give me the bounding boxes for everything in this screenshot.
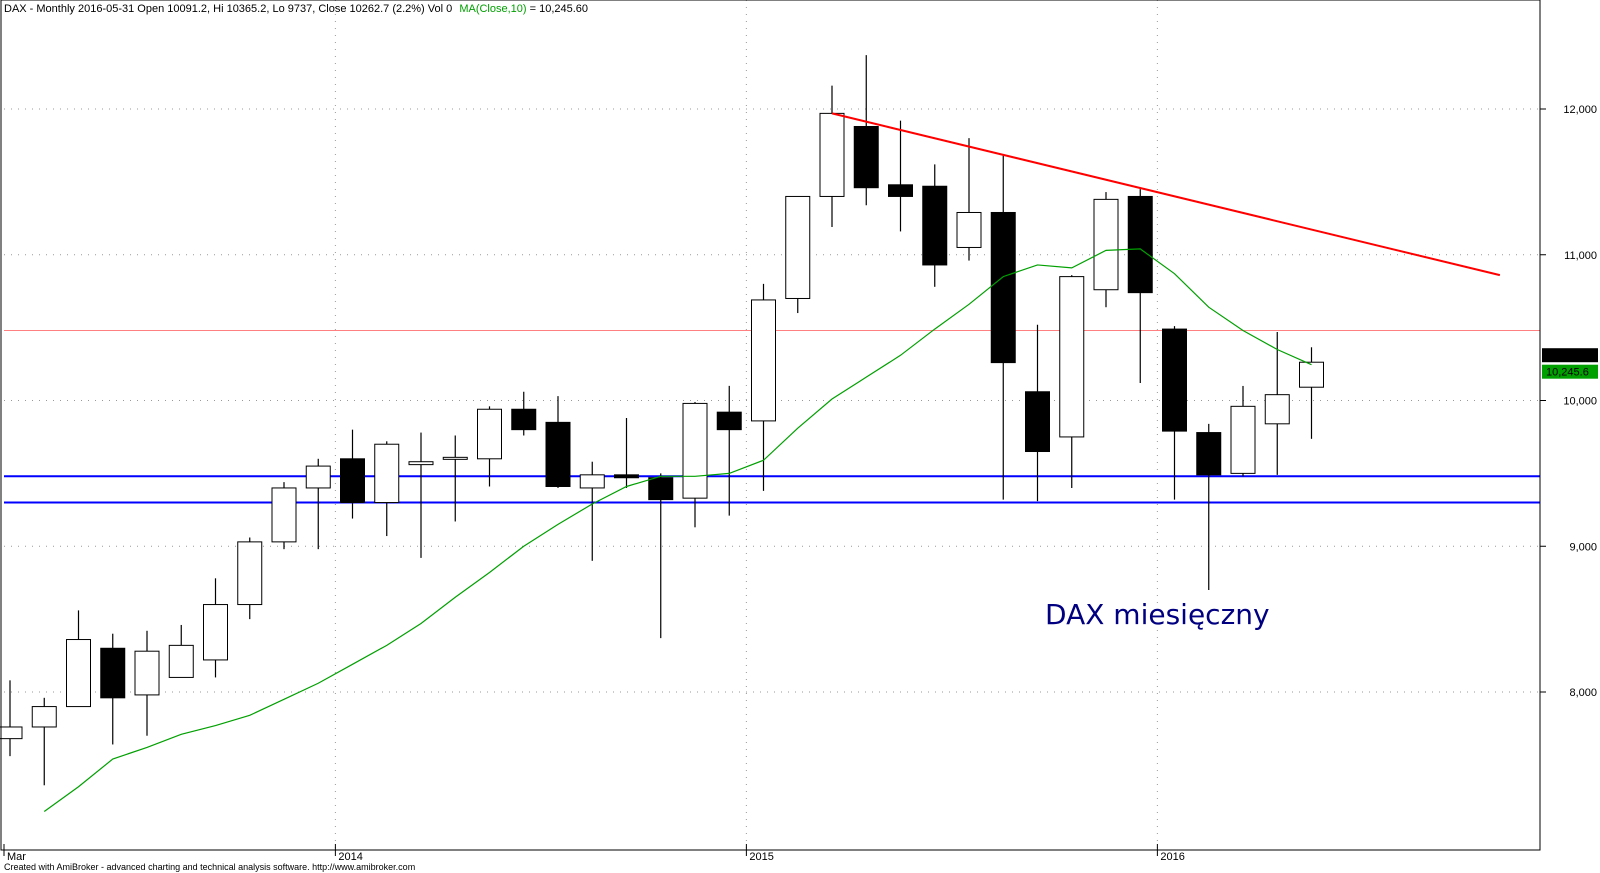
x-tick-label: 2016 [1160,851,1184,863]
candle-body-up [819,112,845,197]
price-tag-label: 10,262.7 [1546,350,1589,362]
candle-body-up [1264,394,1290,425]
candle-body-down [1127,195,1153,294]
y-axis: 8,000 9,000 10,000 11,000 12,000 [1540,104,1597,699]
y-tick-label: 11,000 [1564,250,1597,262]
x-axis: Mar 2014 2015 2016 [3,844,1185,863]
x-tick-label: 2014 [338,851,362,863]
candle-body-up [374,443,400,504]
plot-frame [0,0,1541,851]
candle-body-down [648,477,674,501]
candle-body-down [1162,328,1187,432]
candle-body-down [340,458,365,504]
candle-body-down [716,411,742,431]
candle-body-up [305,465,331,489]
candle-body-down [922,185,948,266]
candle-body-up [408,461,434,466]
trendline-group [831,112,1501,277]
candle-body-up [0,726,23,740]
price-tag-box [1542,364,1598,379]
candle-body-down [511,408,537,431]
candle-body-down [100,647,126,699]
price-tag-box [1542,348,1598,363]
trendline [831,112,1501,277]
candle-body-up [442,456,468,460]
candle-body-up [785,195,811,299]
footer-credit: Created with AmiBroker - advanced charti… [4,862,415,872]
header-ma-value: = 10,245.60 [530,3,588,15]
candlesticks [0,55,1324,786]
price-tag-label: 10,245.6 [1546,367,1589,379]
price-tags: 10,262.7 10,245.6 [1542,348,1598,379]
y-tick-label: 10,000 [1563,396,1597,408]
plot-border [0,0,1541,851]
candle-body-up [203,604,228,661]
candle-body-up [237,541,263,606]
header-ma-label: MA(Close,10) [459,3,526,15]
candle-body-up [1093,198,1119,291]
candle-body-up [66,639,91,708]
ma-line [43,248,1312,813]
candle-body-down [853,125,879,189]
candle-body-up [682,402,708,499]
candle-body-down [888,184,913,197]
candle-body-down [990,211,1016,364]
y-tick-label: 12,000 [1563,104,1597,116]
header-symbol: DAX - Monthly 2016-05-31 Open 10091.2, H… [4,3,452,15]
candle-body-up [168,644,194,678]
y-tick-label: 8,000 [1569,687,1597,699]
grid [4,0,1540,850]
x-tick-label: Mar [7,851,26,863]
chart-header: DAX - Monthly 2016-05-31 Open 10091.2, H… [4,3,588,15]
candle-body-down [1025,391,1050,453]
candle-body-up [1059,276,1085,438]
candle-body-up [477,408,502,460]
candle-body-up [579,474,605,489]
candle-body-up [271,487,297,543]
candle-body-up [956,211,982,248]
candle-body-up [31,706,57,728]
candle-body-up [1230,405,1256,474]
candle-body-down [545,421,571,487]
candle-body-up [1299,361,1324,388]
candle-body-down [1196,432,1222,476]
y-tick-label: 9,000 [1569,541,1597,553]
moving-average [43,248,1312,813]
chart-annotation: DAX miesięczny [1045,598,1270,631]
candle-body-up [134,650,160,696]
x-tick-label: 2015 [749,851,773,863]
candle-body-up [751,299,776,422]
candle-body-down [614,474,639,479]
